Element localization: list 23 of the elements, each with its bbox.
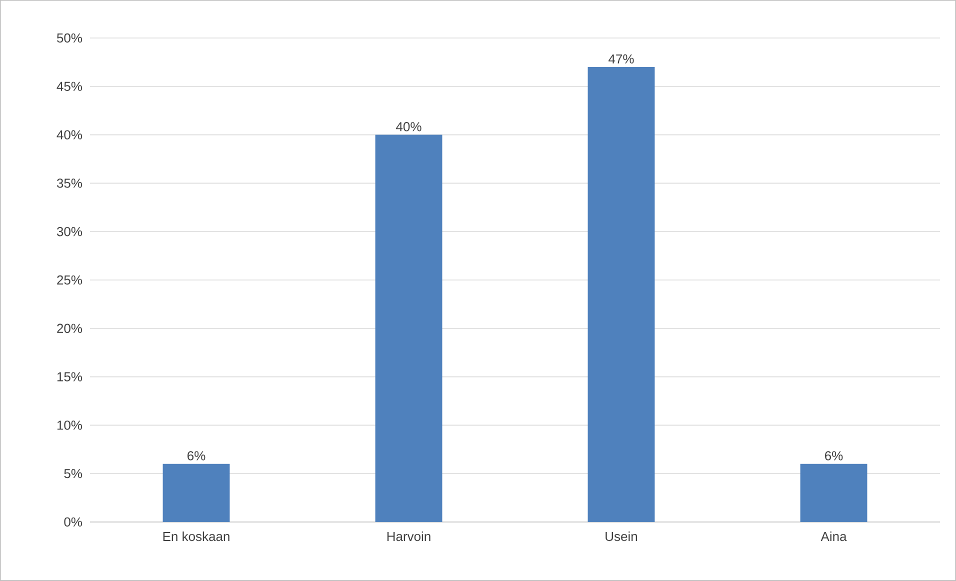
y-tick-label: 0% [64,517,82,527]
data-label: 6% [188,451,206,460]
y-tick-label: 10% [57,420,82,430]
x-tick-label: Harvoin [387,532,430,542]
data-label: 47% [608,54,634,64]
bar [375,134,442,522]
y-tick-label: 20% [57,324,82,333]
x-tick-label: Usein [606,532,638,542]
data-label: 6% [825,451,843,460]
y-tick-label: 40% [56,130,82,140]
x-tick-label: Aina [820,532,847,542]
bar [162,464,230,522]
y-tick-label: 25% [57,275,82,285]
y-tick-label: 5% [64,469,82,478]
bar [588,67,655,522]
data-label: 40% [396,122,422,132]
x-tick-label: En koskaan [163,532,230,542]
y-tick-label: 15% [57,372,82,382]
y-tick-label: 35% [56,178,82,188]
y-tick-label: 50% [56,33,82,43]
y-tick-label: 45% [56,82,82,91]
y-tick-label: 30% [56,226,82,236]
bar [800,464,868,522]
